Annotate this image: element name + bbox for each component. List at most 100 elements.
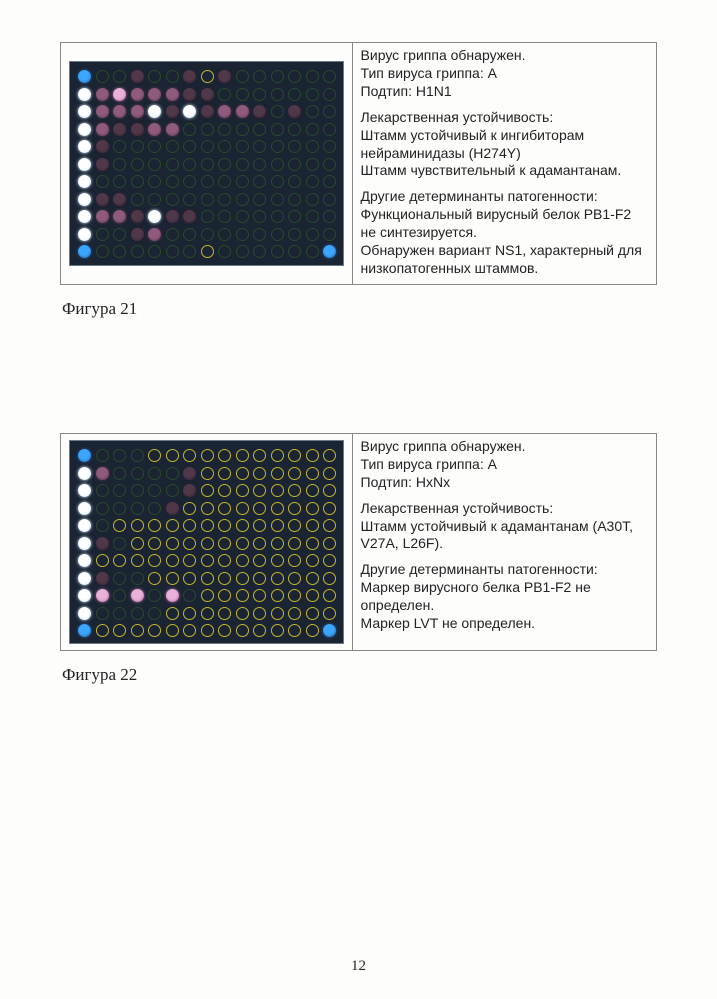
array-spot: [183, 607, 196, 620]
array-spot: [323, 228, 336, 241]
figure-22-array-cell: [61, 434, 353, 651]
array-spot: [113, 624, 126, 637]
array-spot: [183, 519, 196, 532]
array-spot: [131, 467, 144, 480]
array-spot: [271, 502, 284, 515]
array-spot: [218, 449, 231, 462]
array-spot: [148, 554, 161, 567]
array-spot: [201, 123, 214, 136]
array-spot: [78, 624, 91, 637]
array-spot: [236, 607, 249, 620]
array-spot: [148, 123, 161, 136]
array-spot: [201, 88, 214, 101]
array-spot: [148, 228, 161, 241]
array-spot: [288, 175, 301, 188]
array-spot: [253, 537, 266, 550]
array-spot: [288, 554, 301, 567]
array-spot: [323, 158, 336, 171]
array-spot: [323, 210, 336, 223]
array-spot: [96, 537, 109, 550]
array-spot: [78, 175, 91, 188]
array-spot: [148, 467, 161, 480]
array-spot: [271, 123, 284, 136]
array-spot: [78, 519, 91, 532]
array-spot: [166, 158, 179, 171]
array-spot: [131, 537, 144, 550]
array-spot: [218, 228, 231, 241]
array-spot: [271, 210, 284, 223]
figure-22-text: Вирус гриппа обнаружен.Тип вируса гриппа…: [353, 434, 656, 651]
array-spot: [253, 105, 266, 118]
array-spot: [271, 519, 284, 532]
array-spot: [323, 519, 336, 532]
array-spot: [236, 624, 249, 637]
array-spot: [148, 607, 161, 620]
array-spot: [218, 484, 231, 497]
array-spot: [218, 245, 231, 258]
array-spot: [96, 502, 109, 515]
array-spot: [323, 484, 336, 497]
array-spot: [166, 449, 179, 462]
array-spot: [131, 123, 144, 136]
array-spot: [323, 607, 336, 620]
array-spot: [271, 175, 284, 188]
array-spot: [78, 105, 91, 118]
array-spot: [96, 123, 109, 136]
array-spot: [306, 519, 319, 532]
array-spot: [323, 123, 336, 136]
array-spot: [166, 572, 179, 585]
array-spot: [148, 484, 161, 497]
array-spot: [148, 245, 161, 258]
fig21-p3: Другие детерминанты патогенности:Функцио…: [361, 188, 648, 278]
array-spot: [78, 589, 91, 602]
array-spot: [113, 175, 126, 188]
array-spot: [323, 140, 336, 153]
array-spot: [148, 70, 161, 83]
page-number: 12: [0, 958, 717, 975]
array-spot: [96, 210, 109, 223]
array-spot: [166, 245, 179, 258]
array-spot: [131, 245, 144, 258]
array-spot: [253, 158, 266, 171]
array-spot: [306, 210, 319, 223]
array-spot: [323, 502, 336, 515]
array-spot: [271, 70, 284, 83]
array-spot: [253, 193, 266, 206]
array-spot: [96, 88, 109, 101]
array-spot: [166, 140, 179, 153]
array-spot: [218, 88, 231, 101]
array-spot: [166, 88, 179, 101]
figure-21-block: Вирус гриппа обнаружен.Тип вируса гриппа…: [60, 42, 657, 319]
array-spot: [183, 624, 196, 637]
array-spot: [271, 484, 284, 497]
array-spot: [183, 210, 196, 223]
array-spot: [288, 467, 301, 480]
array-spot: [131, 519, 144, 532]
array-spot: [288, 589, 301, 602]
array-spot: [131, 484, 144, 497]
array-spot: [236, 123, 249, 136]
array-spot: [78, 502, 91, 515]
array-spot: [78, 210, 91, 223]
array-spot: [78, 88, 91, 101]
array-spot: [96, 175, 109, 188]
array-spot: [166, 105, 179, 118]
array-spot: [148, 519, 161, 532]
array-spot: [288, 572, 301, 585]
array-spot: [166, 467, 179, 480]
array-spot: [253, 449, 266, 462]
array-spot: [166, 210, 179, 223]
array-spot: [131, 140, 144, 153]
array-spot: [306, 589, 319, 602]
array-spot: [236, 502, 249, 515]
array-spot: [306, 193, 319, 206]
fig22-p1: Вирус гриппа обнаружен.Тип вируса гриппа…: [361, 438, 648, 492]
array-spot: [183, 484, 196, 497]
array-spot: [236, 572, 249, 585]
array-spot: [113, 245, 126, 258]
array-spot: [201, 484, 214, 497]
array-spot: [201, 502, 214, 515]
array-spot: [218, 572, 231, 585]
array-spot: [131, 158, 144, 171]
array-spot: [183, 502, 196, 515]
